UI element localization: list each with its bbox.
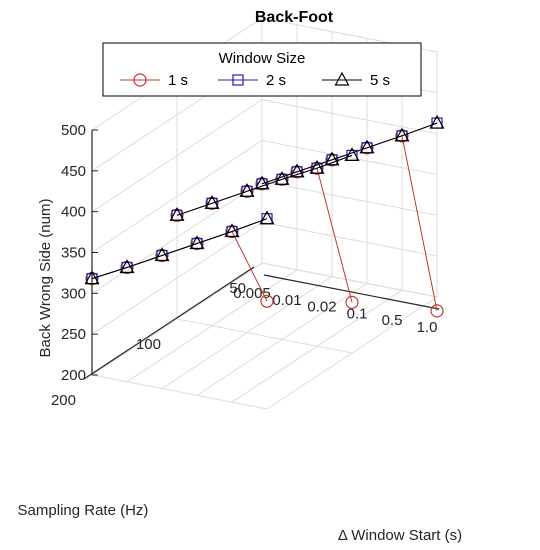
legend-title: Window Size xyxy=(219,50,306,67)
x-axis-label: Δ Window Start (s) xyxy=(338,527,462,544)
grid-line-z xyxy=(91,139,438,253)
legend-marker xyxy=(133,73,147,87)
grid-line-z xyxy=(91,99,438,213)
data-point xyxy=(169,207,185,221)
data-point xyxy=(289,163,305,178)
grid-line-y xyxy=(261,18,438,298)
data-point xyxy=(260,294,274,308)
y-axis-label: Sampling Rate (Hz) xyxy=(18,502,149,519)
data-point xyxy=(259,210,275,225)
grid-line-z xyxy=(91,180,438,294)
z-tick-label: 450 xyxy=(61,163,86,180)
z-tick-label: 350 xyxy=(61,245,86,262)
series-line xyxy=(261,122,438,185)
series-square xyxy=(86,117,443,285)
x-tick-label: 0.5 xyxy=(382,312,403,329)
data-point xyxy=(189,235,205,250)
grid-line-x xyxy=(231,45,403,403)
chart-title: Back-Foot xyxy=(255,9,334,26)
series-line xyxy=(176,154,353,216)
data-point xyxy=(430,304,444,318)
legend-label: 1 s xyxy=(168,72,188,89)
data-point xyxy=(254,175,270,190)
legend-marker xyxy=(232,74,244,86)
x-tick-label: 0.02 xyxy=(307,299,336,316)
y-tick-label: 200 xyxy=(51,392,76,409)
y-tick-label: 100 xyxy=(136,336,161,353)
z-axis-label: Back Wrong Side (num) xyxy=(37,199,54,358)
tick-labels: 200 250 300 350 400 450 500 50 100 200 0.005 0.01 0.… xyxy=(51,122,437,409)
x-tick-label: 0.005 xyxy=(233,285,271,302)
y-axis-line xyxy=(83,266,255,380)
data-point xyxy=(204,195,220,209)
data-point xyxy=(345,295,359,309)
z-tick-label: 400 xyxy=(61,204,86,221)
legend-box xyxy=(102,42,422,97)
grid-line-y xyxy=(176,74,353,354)
data-point xyxy=(119,259,135,274)
data-point xyxy=(154,247,170,262)
legend-marker xyxy=(334,71,350,86)
x-axis-line xyxy=(263,274,440,310)
series-triangle xyxy=(84,114,445,285)
y-tick-label: 50 xyxy=(229,280,246,297)
legend-label: 2 s xyxy=(266,72,286,89)
data-point xyxy=(309,159,325,174)
data-point xyxy=(84,270,100,285)
plot-area xyxy=(84,114,445,318)
legend: Window Size 1 s 2 s 5 s xyxy=(102,42,422,97)
data-point xyxy=(394,127,410,142)
data-point xyxy=(239,183,255,197)
z-tick-label: 300 xyxy=(61,285,86,302)
z-tick-label: 500 xyxy=(61,122,86,139)
data-point xyxy=(224,223,240,238)
x-tick-label: 0.01 xyxy=(272,292,301,309)
z-tick-label: 200 xyxy=(61,367,86,384)
series-line xyxy=(261,135,438,311)
x-tick-label: 1.0 xyxy=(417,319,438,336)
series-line xyxy=(91,218,268,280)
data-point xyxy=(324,151,340,166)
legend-label: 5 s xyxy=(370,72,390,89)
data-point xyxy=(429,114,445,129)
z-tick-label: 250 xyxy=(61,326,86,343)
data-point xyxy=(359,139,375,154)
x-tick-label: 0.1 xyxy=(347,305,368,322)
